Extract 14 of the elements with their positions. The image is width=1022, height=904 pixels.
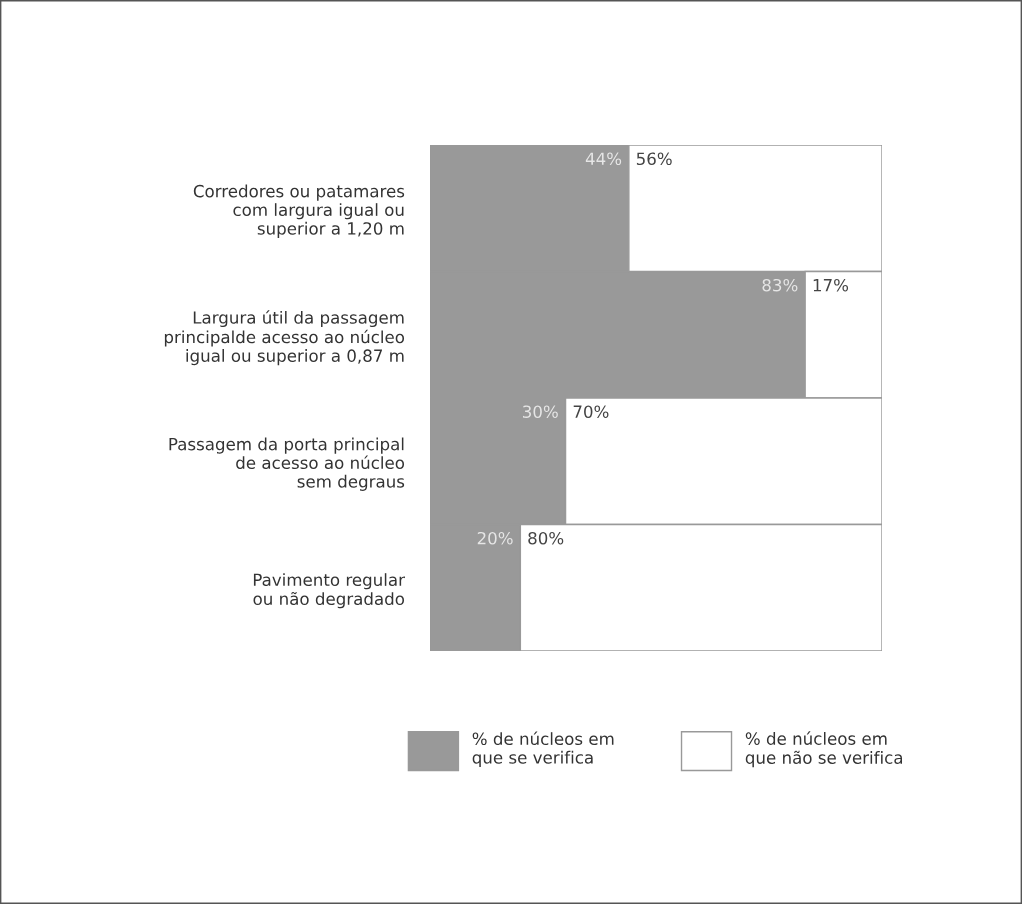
legend-label: % de núcleos em que não se verifica <box>745 731 903 768</box>
data-label: 56% <box>636 152 672 166</box>
data-label: 20% <box>477 531 513 545</box>
data-label: 70% <box>573 405 609 418</box>
y-tick-label: Largura útil da passagem principalde acesso ao núcleo igual ou superior a 0,87 m <box>164 310 405 366</box>
data-label: 30% <box>523 405 558 418</box>
y-tick-label: Corredores ou patamares com largura igual ou superior a 1,20 m <box>193 184 405 238</box>
data-label: 80% <box>528 531 564 545</box>
data-label: 44% <box>585 152 622 166</box>
y-tick-label: Pavimento regular ou não degradado <box>253 573 405 609</box>
data-label: 83% <box>762 278 798 292</box>
data-label: 17% <box>813 278 849 292</box>
y-tick-label: Passagem da porta principal de acesso ao núcleo sem degraus <box>169 437 405 491</box>
legend-label: % de núcleos em que se verifica <box>472 731 614 767</box>
